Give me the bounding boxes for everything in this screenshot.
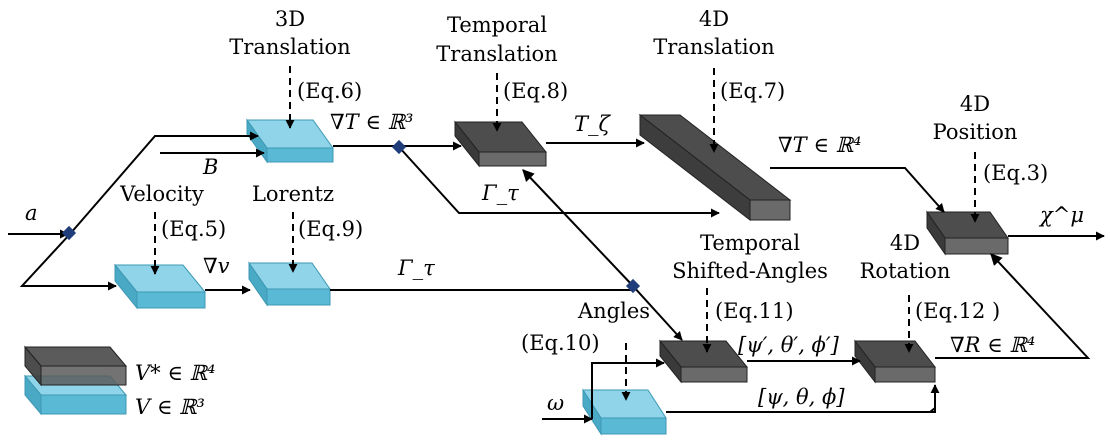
junction-grad-t <box>391 139 407 155</box>
signal-omega: ω <box>547 391 564 415</box>
shifted-angles-title1: Temporal <box>700 231 800 255</box>
signal-angles: [ψ, θ, ϕ] <box>758 385 845 409</box>
rotation4d-title1: 4D <box>890 231 920 255</box>
signal-labels: a B ∇T ∈ ℝ³ T_ζ ∇T ∈ ℝ⁴ χ^μ ∇v Γ_τ Γ_τ [… <box>25 110 1084 415</box>
lorentz-title: Lorentz <box>252 182 334 206</box>
rotation4d-title2: Rotation <box>860 259 951 283</box>
lorentz-eq: (Eq.9) <box>298 217 363 241</box>
block-temporal-translation <box>453 120 548 168</box>
block-rotation-4d <box>853 339 937 384</box>
position4d-title1: 4D <box>960 92 990 116</box>
signal-grad-r: ∇R ∈ ℝ⁴ <box>950 333 1035 357</box>
legend-dark-label: V* ∈ ℝ⁴ <box>135 361 215 385</box>
temporal-translation-eq: (Eq.8) <box>503 79 568 103</box>
translation3d-title2: Translation <box>229 35 350 59</box>
block-titles: 3D Translation (Eq.6) Temporal Translati… <box>119 7 1048 355</box>
block-translation-4d <box>638 113 792 222</box>
angles-title: Angles <box>577 299 650 323</box>
equation-arrows <box>150 66 980 401</box>
block-position-4d <box>926 210 1009 256</box>
translation4d-title1: 4D <box>699 7 729 31</box>
translation4d-eq: (Eq.7) <box>720 79 785 103</box>
shifted-angles-title2: Shifted-Angles <box>672 259 828 283</box>
temporal-translation-title2: Translation <box>436 42 557 66</box>
shifted-angles-eq: (Eq.11) <box>715 299 794 323</box>
block-temporal-shifted-angles <box>658 339 749 384</box>
signal-grad-v: ∇v <box>203 254 230 278</box>
legend-light-label: V ∈ ℝ³ <box>135 395 205 419</box>
angles-eq: (Eq.10) <box>521 331 600 355</box>
signal-t-zeta: T_ζ <box>574 112 612 136</box>
legend: V* ∈ ℝ⁴ V ∈ ℝ³ <box>23 345 215 419</box>
signal-grad-t4: ∇T ∈ ℝ⁴ <box>778 133 861 157</box>
signal-shifted-angles: [ψ′, θ′, ϕ′] <box>738 333 840 357</box>
block-lorentz <box>248 261 331 307</box>
translation3d-title1: 3D <box>275 7 305 31</box>
signal-gamma-tau-mid: Γ_τ <box>397 256 435 280</box>
block-velocity <box>113 263 207 310</box>
temporal-translation-title1: Temporal <box>447 13 547 37</box>
rotation4d-eq: (Eq.12 ) <box>915 299 1000 323</box>
junction-gamma <box>625 278 641 294</box>
translation3d-eq: (Eq.6) <box>297 79 362 103</box>
connections <box>8 131 1105 424</box>
position4d-title2: Position <box>933 120 1018 144</box>
signal-gamma-tau-top: Γ_τ <box>481 181 519 205</box>
block-angles <box>582 388 667 436</box>
position4d-eq: (Eq.3) <box>983 161 1048 185</box>
signal-grad-t3: ∇T ∈ ℝ³ <box>330 110 413 134</box>
translation4d-title2: Translation <box>653 35 774 59</box>
signal-chi-mu: χ^μ <box>1038 203 1084 227</box>
velocity-title: Velocity <box>119 182 204 206</box>
signal-b: B <box>202 155 218 179</box>
signal-a: a <box>25 201 38 225</box>
velocity-eq: (Eq.5) <box>161 217 226 241</box>
